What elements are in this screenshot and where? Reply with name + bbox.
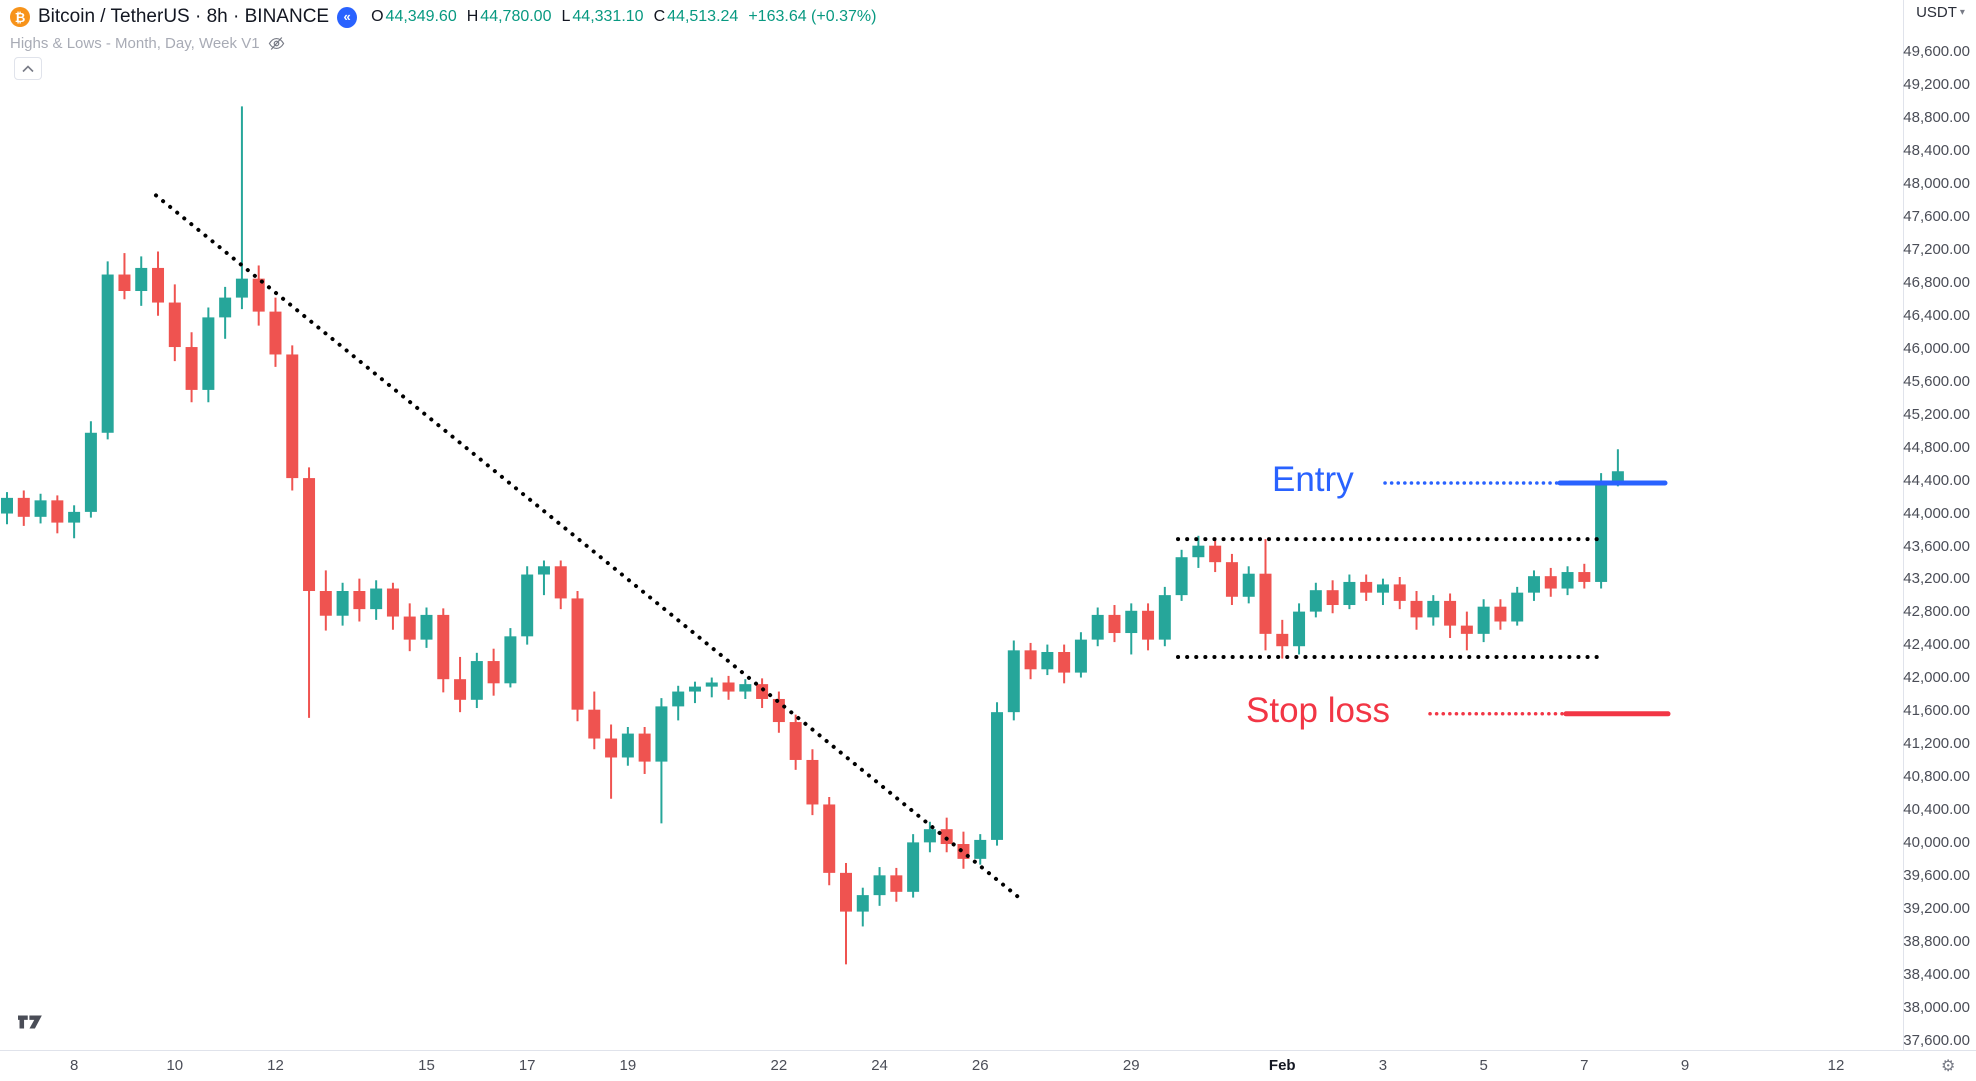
price-tick-label: 40,000.00 bbox=[1903, 834, 1970, 852]
price-tick-label: 44,000.00 bbox=[1903, 504, 1970, 522]
price-axis[interactable]: USDT ▾ 49,600.00 49,200.00 48,800.00 48,400… bbox=[1903, 0, 1976, 1050]
open-value: 44,349.60 bbox=[385, 8, 457, 25]
currency-selector[interactable]: USDT ▾ bbox=[1904, 4, 1976, 21]
price-tick-label: 48,400.00 bbox=[1903, 141, 1970, 159]
change-value: +163.64 (+0.37%) bbox=[748, 8, 877, 25]
open-label: O bbox=[371, 8, 384, 25]
price-tick-label: 40,800.00 bbox=[1903, 768, 1970, 786]
time-tick-label: 19 bbox=[619, 1057, 637, 1074]
time-axis[interactable]: 8 10 12 15 17 19 22 24 26 29 Feb 3 5 7 9 12 bbox=[0, 1050, 1976, 1081]
price-tick-label: 47,600.00 bbox=[1903, 207, 1970, 225]
time-tick-label: 8 bbox=[69, 1057, 79, 1074]
price-tick-label: 37,600.00 bbox=[1903, 1032, 1970, 1049]
price-tick-label: 44,400.00 bbox=[1903, 471, 1970, 489]
close-label: C bbox=[653, 8, 666, 25]
price-tick-label: 48,800.00 bbox=[1903, 108, 1970, 126]
time-tick-label: 10 bbox=[166, 1057, 184, 1074]
time-tick-label: 12 bbox=[267, 1057, 284, 1074]
price-tick-label: 48,000.00 bbox=[1903, 174, 1970, 192]
indicator-title[interactable]: Highs & Lows - Month, Day, Week V1 bbox=[10, 34, 260, 52]
price-tick-label: 43,600.00 bbox=[1903, 537, 1970, 555]
ohlc-readout: O 44,349.60 H 44,780.00 L 44,331.10 C 44,513… bbox=[371, 8, 876, 26]
price-tick-label: 41,600.00 bbox=[1903, 702, 1970, 720]
price-tick-label: 42,800.00 bbox=[1903, 603, 1970, 621]
price-tick-label: 45,200.00 bbox=[1903, 405, 1970, 423]
chart-canvas[interactable] bbox=[0, 0, 1903, 1050]
time-tick-label: 12 bbox=[1827, 1057, 1845, 1074]
price-tick-label: 38,400.00 bbox=[1903, 966, 1970, 984]
tradingview-logo[interactable] bbox=[18, 1014, 44, 1035]
trendline-drawing[interactable] bbox=[154, 193, 1022, 901]
price-tick-label: 49,200.00 bbox=[1903, 75, 1970, 93]
price-tick-label: 44,800.00 bbox=[1903, 438, 1970, 456]
price-tick-label: 49,600.00 bbox=[1903, 43, 1970, 60]
high-label: H bbox=[466, 8, 479, 25]
time-tick-label: 7 bbox=[1580, 1057, 1589, 1074]
entry-annotation-label[interactable]: Entry bbox=[1272, 460, 1354, 499]
time-tick-label: 29 bbox=[1122, 1057, 1140, 1074]
axis-settings-icon[interactable]: ⚙ bbox=[1941, 1058, 1956, 1075]
close-value: 44,513.24 bbox=[667, 8, 739, 25]
symbol-title[interactable]: Bitcoin / TetherUS · 8h · BINANCE bbox=[38, 6, 330, 27]
bar-replay-icon[interactable]: « bbox=[337, 6, 358, 28]
time-tick-label: 26 bbox=[971, 1057, 989, 1074]
stop-loss-annotation-label[interactable]: Stop loss bbox=[1246, 691, 1390, 730]
price-tick-label: 40,400.00 bbox=[1903, 801, 1970, 819]
candles-layer bbox=[1, 106, 1624, 965]
time-tick-label: 22 bbox=[770, 1057, 788, 1074]
time-tick-label: 3 bbox=[1378, 1057, 1388, 1074]
high-value: 44,780.00 bbox=[480, 8, 552, 25]
price-tick-label: 38,000.00 bbox=[1903, 999, 1970, 1017]
price-tick-label: 47,200.00 bbox=[1903, 240, 1970, 258]
price-tick-label: 39,200.00 bbox=[1903, 900, 1970, 918]
price-tick-label: 42,000.00 bbox=[1903, 669, 1970, 687]
time-tick-label: 15 bbox=[418, 1057, 435, 1074]
price-tick-label: 38,800.00 bbox=[1903, 933, 1970, 951]
low-label: L bbox=[561, 8, 571, 25]
price-tick-label: 42,400.00 bbox=[1903, 636, 1970, 654]
currency-label: USDT bbox=[1916, 4, 1957, 21]
low-value: 44,331.10 bbox=[572, 8, 644, 25]
time-tick-label: 9 bbox=[1680, 1057, 1690, 1074]
price-tick-label: 46,000.00 bbox=[1903, 339, 1970, 357]
price-tick-label: 43,200.00 bbox=[1903, 570, 1970, 588]
legend-collapse-button[interactable] bbox=[14, 57, 42, 80]
bitcoin-icon: ₿ bbox=[10, 7, 30, 27]
price-tick-label: 39,600.00 bbox=[1903, 867, 1970, 885]
time-tick-label: Feb bbox=[1268, 1057, 1296, 1074]
price-tick-label: 41,200.00 bbox=[1903, 735, 1970, 753]
price-tick-label: 46,400.00 bbox=[1903, 306, 1970, 324]
price-tick-label: 45,600.00 bbox=[1903, 372, 1970, 390]
time-tick-label: 24 bbox=[871, 1057, 888, 1074]
price-tick-label: 46,800.00 bbox=[1903, 273, 1970, 291]
time-tick-label: 17 bbox=[518, 1057, 536, 1074]
time-tick-label: 5 bbox=[1479, 1057, 1488, 1074]
eye-off-icon[interactable] bbox=[268, 35, 285, 52]
chevron-down-icon: ▾ bbox=[1959, 7, 1965, 18]
